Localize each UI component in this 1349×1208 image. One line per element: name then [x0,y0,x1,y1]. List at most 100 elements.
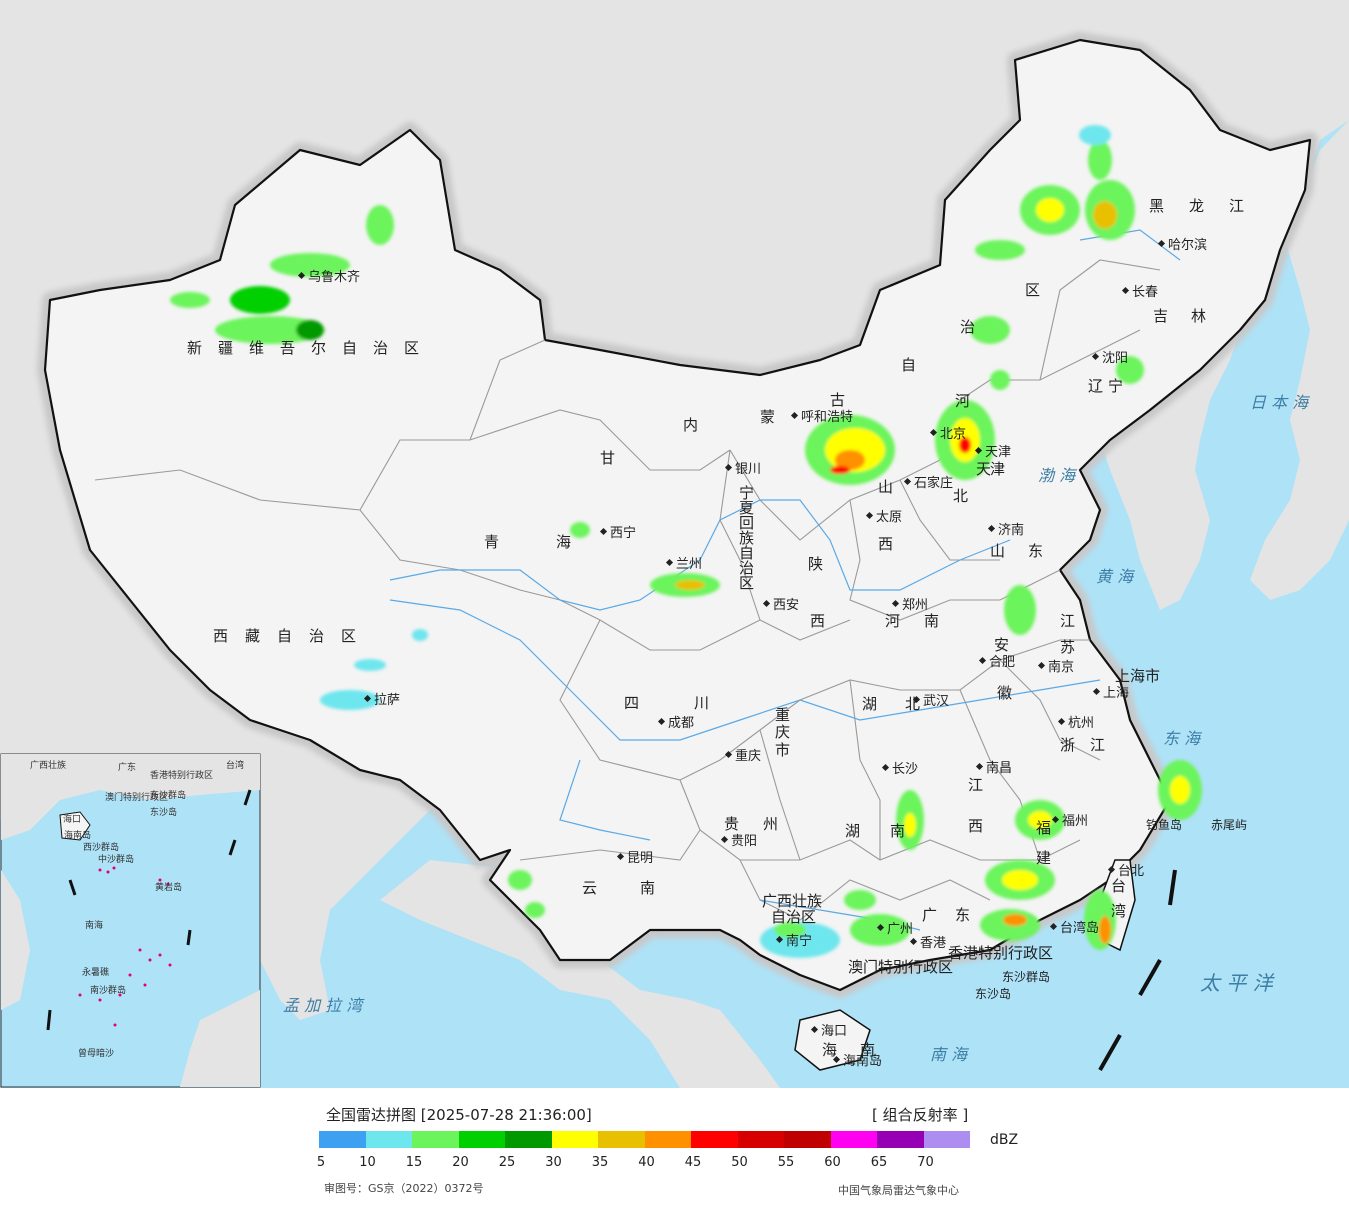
sea-label: 孟 加 拉 湾 [283,996,365,1015]
province-label: 自 [739,544,754,562]
city-label: 长春 [1132,285,1158,300]
scale-swatch [877,1131,924,1148]
province-label: 区 [1025,281,1040,299]
scale-unit: dBZ [990,1132,1019,1148]
scale-tick-label: 60 [824,1155,841,1170]
sea-label: 渤 海 [1038,466,1077,485]
city-marker [974,446,983,455]
island-label: 钓鱼岛 [1146,817,1182,832]
province-label: 陕 [808,555,823,573]
neighbor-land-south [380,860,780,1088]
inset-label: 永暑礁 [82,966,109,978]
province-label: 区 [739,574,754,592]
province-label: 疆 [218,339,233,357]
city-label: 南宁 [786,933,812,949]
inset-label: 南海 [85,919,103,931]
scale-swatch [365,1131,412,1148]
city-label: 济南 [998,522,1024,538]
province-label: 区 [341,627,356,645]
island-label: 东沙岛 [975,986,1011,1001]
city-marker [616,852,625,861]
city-label: 台北 [1118,864,1144,879]
scale-swatch [923,1131,970,1148]
city-label: 贵阳 [731,834,757,849]
province-label: 西 [878,535,893,553]
province-label: 藏 [245,627,260,645]
scale-tick-label: 30 [545,1155,562,1170]
maritime-boundary [1098,869,1177,1071]
inset-label: 海口 [63,813,81,825]
scale-swatch [319,1131,366,1148]
province-label: 津 [990,460,1005,478]
province-label: 苏 [1060,638,1075,656]
province-label: 自 [277,627,292,645]
scale-tick-label: 50 [731,1155,748,1170]
province-label: 治 [373,339,388,357]
province-label: 州 [763,815,778,833]
city-label: 西宁 [610,525,636,541]
sea-label: 南 海 [930,1045,969,1064]
province-label: 治 [309,627,324,645]
province-label: 江 [1229,197,1244,215]
province-label: 安 [994,636,1009,654]
province-label: 河 [885,612,900,630]
city-label: 福州 [1062,814,1088,829]
radar-map[interactable]: 新疆维吾尔自治区西藏自治区青 海甘内 蒙古自治区黑龙江吉 林辽 宁河北山西山东陕西河南江… [0,0,1349,1088]
scale-tick-label: 55 [777,1155,795,1170]
inset-label: 东沙岛 [150,806,177,818]
city-label: 郑州 [902,598,928,613]
city-marker [865,511,874,520]
province-label: 南 [890,822,905,840]
inset-label: 广东 [118,761,136,773]
province-label: 区 [404,339,419,357]
city-label: 南昌 [986,760,1012,776]
scale-swatch [505,1131,552,1148]
map-approval-number: 审图号：GS京（2022）0372号 [324,1182,484,1195]
neighbor-land-japan [1250,120,1349,600]
province-label: 香港特别行政区 [948,944,1053,962]
province-label: 回 [739,514,754,532]
province-label: 新 [187,339,202,357]
province-label: 庆 [775,723,790,741]
city-label: 武汉 [923,694,949,709]
province-label: 浙 [1060,736,1075,754]
scale-tick-label: 40 [638,1155,655,1170]
province-label: 市 [775,741,790,759]
sea-label: 日 本 海 [1250,393,1310,412]
province-label: 黑 [1149,197,1164,215]
inset-label: 香港特别行政区 [150,769,213,781]
city-label: 上海 [1103,686,1129,701]
scale-tick-label: 25 [498,1155,516,1170]
city-label: 银川 [735,462,761,477]
province-label: 自治区 [771,908,816,926]
island-label: 东沙群岛 [1002,969,1050,984]
inset-label: 南沙群岛 [90,984,126,996]
province-label: 内 [683,416,698,434]
inset-label: 澳门特别行政区 [105,791,168,803]
city-label: 沈阳 [1102,351,1128,366]
inset-label: 台湾 [226,759,244,771]
radar-echoes [170,125,1202,958]
legend-title: 全国雷达拼图 [2025-07-28 21:36:00] [326,1106,592,1124]
inset-label: 广西壮族 [30,759,66,771]
city-label: 香港 [920,936,946,951]
province-label: 青 [484,533,499,551]
province-label: 建 [1036,849,1051,867]
legend-product-name: [ 组合反射率 ] [872,1106,969,1124]
city-marker [665,558,674,567]
province-label: 湖 [845,822,860,840]
city-marker [891,599,900,608]
province-label: 天 [976,460,991,478]
rivers [389,229,1181,931]
city-label: 石家庄 [914,475,953,491]
province-label: 维 [249,339,264,357]
scale-swatch [830,1131,877,1148]
city-label: 乌鲁木齐 [308,269,360,285]
province-label: 云 [582,879,597,897]
province-label: 广西壮族 [762,892,822,910]
city-label: 台湾岛 [1060,920,1099,936]
province-label: 河 [955,392,970,410]
province-label: 尔 [311,339,326,357]
scale-swatch [737,1131,784,1148]
